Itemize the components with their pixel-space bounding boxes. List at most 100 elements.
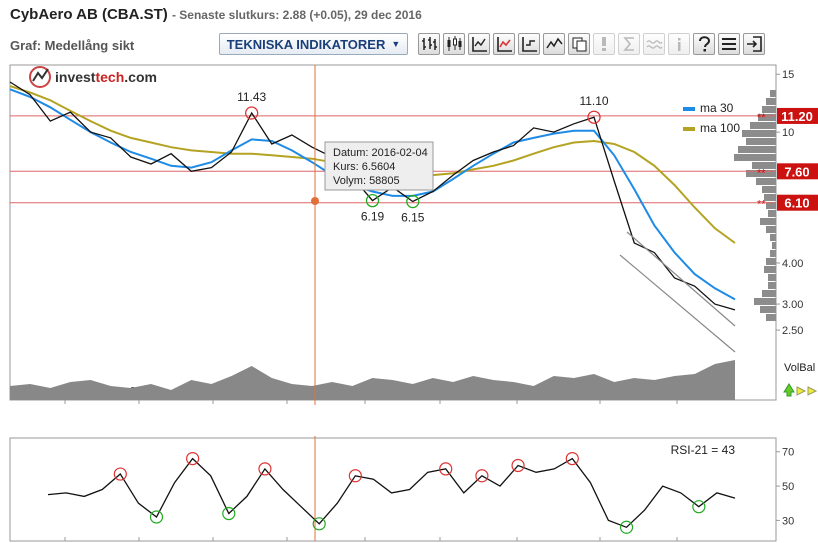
low-label: 6.15 [401, 211, 425, 225]
volume-profile-bar [770, 90, 776, 97]
trend-channel-lower [619, 254, 736, 353]
legend-label: ma 30 [700, 101, 734, 115]
technical-indicators-dropdown[interactable]: TEKNISKA INDIKATORER ▼ [219, 33, 408, 55]
wave-icon [646, 40, 663, 49]
volume-profile-bar [764, 266, 776, 273]
zigzag-chart-icon [546, 37, 563, 49]
tooltip-line: Kurs: 6.5604 [333, 161, 395, 173]
alert-icon [602, 37, 606, 51]
legend: ma 30 ma 100 [683, 101, 740, 135]
volume-profile-bar [742, 130, 776, 137]
rsi-low-marker [149, 510, 164, 524]
candlestick-button[interactable] [443, 33, 465, 55]
help-icon [699, 36, 711, 52]
menu-icon [722, 38, 736, 50]
volume-profile-bar [766, 258, 776, 265]
info-button [668, 33, 690, 55]
volume-profile-bar [766, 98, 776, 105]
volume-profile-bar [760, 218, 776, 225]
volume-profile-bar [756, 178, 776, 185]
volume-profile-bar [768, 282, 776, 289]
axis-chart-icon [522, 37, 537, 52]
trend-chart-icon [497, 37, 512, 52]
export-icon [747, 36, 762, 52]
rsi-high-marker [439, 462, 453, 476]
volbal-up-arrow [783, 383, 795, 397]
stock-title: CybAero AB (CBA.ST) [10, 6, 168, 23]
volume-profile-bar [758, 114, 776, 121]
price-level-box [777, 194, 818, 211]
price-level-marker: ** [757, 199, 766, 211]
alert-button [593, 33, 615, 55]
volume-profile-bar [766, 314, 776, 321]
chart-toolbar [418, 33, 765, 55]
legend-swatch [683, 127, 695, 131]
sum-button [618, 33, 640, 55]
volume-profile-bar [762, 186, 776, 193]
logo-text: investtech.com [55, 69, 157, 85]
tooltip-box [324, 141, 434, 191]
rsi-high-marker [511, 458, 525, 473]
tooltip-line: Volym: 58805 [333, 175, 400, 187]
rsi-high-marker [475, 469, 489, 483]
investtech-logo: investtech.com [29, 66, 157, 88]
y-tick-label: 15 [782, 69, 794, 81]
rsi-high-marker [348, 469, 362, 483]
chevron-down-icon: ▼ [391, 39, 401, 49]
line-chart-button[interactable] [468, 33, 490, 55]
low-marker [365, 193, 380, 208]
price-level-label: 7.60 [784, 164, 809, 179]
volume-profile-bar [768, 210, 776, 217]
high-label: 11.10 [579, 94, 608, 108]
volume-profile-bar [734, 154, 776, 161]
volume-profile-bar [766, 202, 776, 209]
price-level-box [777, 163, 818, 180]
menu-button[interactable] [718, 33, 740, 55]
trend-chart-button[interactable] [493, 33, 515, 55]
help-button[interactable] [693, 33, 715, 55]
ohlc-bars-button[interactable] [418, 33, 440, 55]
indicator-button-label: TEKNISKA INDIKATORER [226, 36, 386, 52]
volume-profile-bar [762, 290, 776, 297]
high-label: 11.43 [237, 90, 266, 104]
price-level-label: 6.10 [784, 196, 809, 211]
price-line [9, 81, 736, 311]
volbal-right-arrow [807, 386, 818, 396]
export-button[interactable] [743, 33, 765, 55]
data-tooltip: Datum: 2016-02-04 Kurs: 6.5604 Volym: 5880… [324, 141, 434, 191]
last-close-text: - Senaste slutkurs: 2.88 (+0.05), 29 dec… [171, 8, 422, 22]
axis-chart-button[interactable] [518, 33, 540, 55]
rsi-high-marker [186, 452, 200, 466]
rsi-y-tick-label: 50 [782, 481, 794, 493]
price-level-marker: ** [757, 112, 766, 124]
rsi-high-marker [258, 462, 272, 476]
candlestick-icon [447, 36, 462, 51]
volume-profile-bar [772, 242, 776, 249]
rsi-label: RSI-21 = 43 [671, 443, 736, 457]
price-chart[interactable]: julsepnovjan16marmajjulsepnov15104.003.0… [0, 60, 818, 405]
info-icon [678, 38, 681, 51]
line-chart-icon [472, 37, 487, 52]
wave-button [643, 33, 665, 55]
volume-profile-bar [750, 122, 776, 129]
volume-profile-bar [752, 162, 776, 169]
y-tick-label: 10 [782, 127, 794, 139]
y-tick-label: 3.00 [782, 299, 803, 311]
copy-button[interactable] [568, 33, 590, 55]
legend-label: ma 100 [700, 121, 740, 135]
zigzag-chart-button[interactable] [543, 33, 565, 55]
volume-profile-bar [770, 234, 776, 241]
rsi-chart[interactable]: 70 50 30 RSI-21 = 43 [0, 436, 818, 543]
volume-area [10, 360, 735, 400]
ohlc-bars-icon [422, 37, 437, 50]
logo-zigzag [32, 68, 49, 82]
plot-frame [9, 64, 777, 401]
copy-icon [572, 37, 587, 52]
sum-icon [623, 37, 634, 51]
price-level-marker: ** [757, 167, 766, 179]
volume-profile-bar [766, 226, 776, 233]
rsi-y-tick-label: 70 [782, 447, 794, 459]
price-level-box [777, 107, 818, 124]
volume-profile-bar [746, 138, 776, 145]
volume-profile-bar [760, 306, 776, 313]
